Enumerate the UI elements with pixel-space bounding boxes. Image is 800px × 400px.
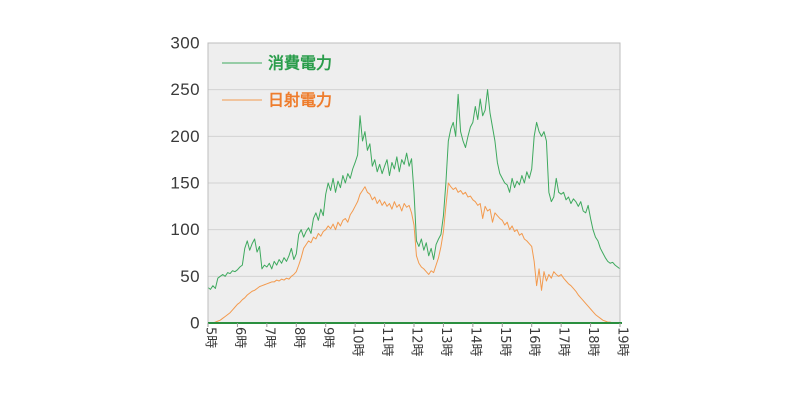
- y-axis-ticks: 0 50 100 150 200 250 300: [170, 34, 200, 333]
- y-tick-label: 250: [170, 80, 200, 99]
- x-tick-label: 11時: [379, 327, 394, 357]
- x-tick-label: 6時: [232, 327, 247, 348]
- x-tick-label: 5時: [203, 327, 218, 348]
- y-tick-label: 100: [170, 220, 200, 239]
- x-tick-label: 12時: [409, 327, 424, 357]
- y-tick-label: 200: [170, 127, 200, 146]
- legend: 消費電力 日射電力: [222, 54, 332, 110]
- x-tick-label: 9時: [320, 327, 335, 348]
- y-tick-label: 300: [170, 34, 200, 53]
- legend-label-consumption: 消費電力: [268, 54, 332, 73]
- x-tick-label: 8時: [291, 327, 306, 348]
- solar-power-line: [208, 182, 620, 324]
- y-tick-label: 50: [180, 267, 200, 286]
- x-tick-label: 7時: [261, 327, 276, 348]
- x-tick-label: 18時: [585, 327, 600, 357]
- x-axis-ticks: 5時 6時 7時 8時 9時 10時 11時 12時 13時 14時 15時 16時 17時 18時 19時: [203, 323, 630, 357]
- x-tick-label: 13時: [438, 327, 453, 357]
- x-tick-label: 16時: [526, 327, 541, 357]
- x-tick-label: 17時: [556, 327, 571, 357]
- y-tick-label: 0: [190, 314, 200, 333]
- legend-label-solar: 日射電力: [268, 91, 332, 110]
- y-tick-label: 150: [170, 174, 200, 193]
- x-tick-label: 15時: [497, 327, 512, 357]
- x-tick-label: 19時: [615, 327, 630, 357]
- consumption-power-line: [207, 89, 621, 290]
- series-lines: [207, 89, 621, 324]
- x-tick-label: 10時: [350, 327, 365, 357]
- x-tick-label: 14時: [467, 327, 482, 357]
